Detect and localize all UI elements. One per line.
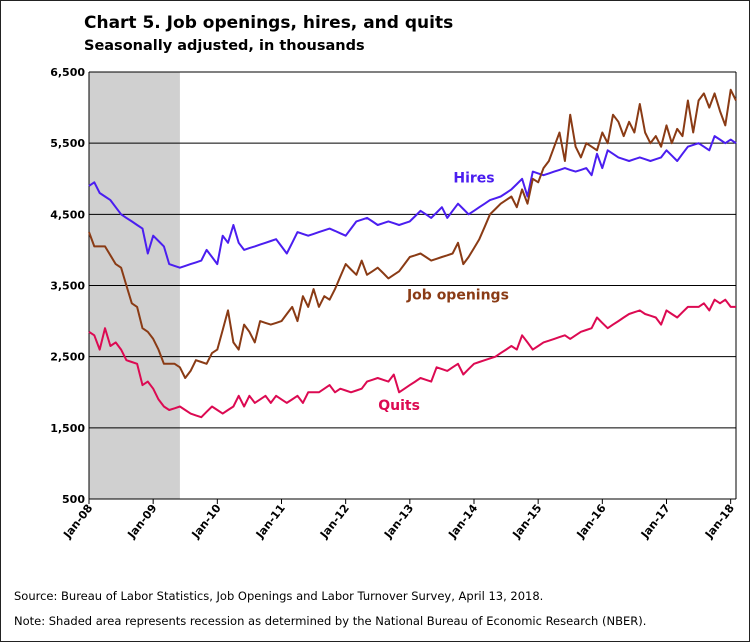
series-line-quits xyxy=(88,298,736,419)
x-tick-label: Jan-15 xyxy=(510,502,545,542)
y-tick-label: 3,500 xyxy=(50,280,85,293)
series-lines xyxy=(88,88,737,419)
series-label-job-openings: Job openings xyxy=(406,288,509,304)
x-tick-label: Jan-14 xyxy=(445,502,480,542)
series-label-quits: Quits xyxy=(378,398,420,414)
x-tick-label: Jan-08 xyxy=(60,502,95,542)
x-tick-label: Jan-13 xyxy=(381,502,416,542)
gridlines xyxy=(89,71,736,500)
chart-title: Chart 5. Job openings, hires, and quits xyxy=(84,13,454,33)
x-tick-label: Jan-09 xyxy=(125,502,160,542)
x-tick-label: Jan-16 xyxy=(574,502,609,542)
series-line-hires xyxy=(88,135,737,269)
series-label-hires: Hires xyxy=(453,170,494,186)
x-tick-label: Jan-17 xyxy=(638,502,673,542)
chart-subtitle: Seasonally adjusted, in thousands xyxy=(84,38,365,54)
y-tick-label: 1,500 xyxy=(50,422,85,435)
source-note: Source: Bureau of Labor Statistics, Job … xyxy=(14,589,544,603)
recession-note: Note: Shaded area represents recession a… xyxy=(14,614,647,628)
x-tick-label: Jan-18 xyxy=(702,502,737,542)
y-tick-label: 4,500 xyxy=(50,208,85,221)
x-tick-label: Jan-11 xyxy=(253,502,288,542)
y-tick-label: 6,500 xyxy=(50,66,85,79)
series-annotations: Hires Job openings Quits xyxy=(378,170,509,414)
series-line-job-openings xyxy=(88,88,737,379)
y-tick-label: 5,500 xyxy=(50,137,85,150)
x-tick-label: Jan-10 xyxy=(189,502,224,542)
y-tick-label: 2,500 xyxy=(50,351,85,364)
y-tick-label: 500 xyxy=(62,493,85,506)
x-tick-label: Jan-12 xyxy=(317,502,352,542)
